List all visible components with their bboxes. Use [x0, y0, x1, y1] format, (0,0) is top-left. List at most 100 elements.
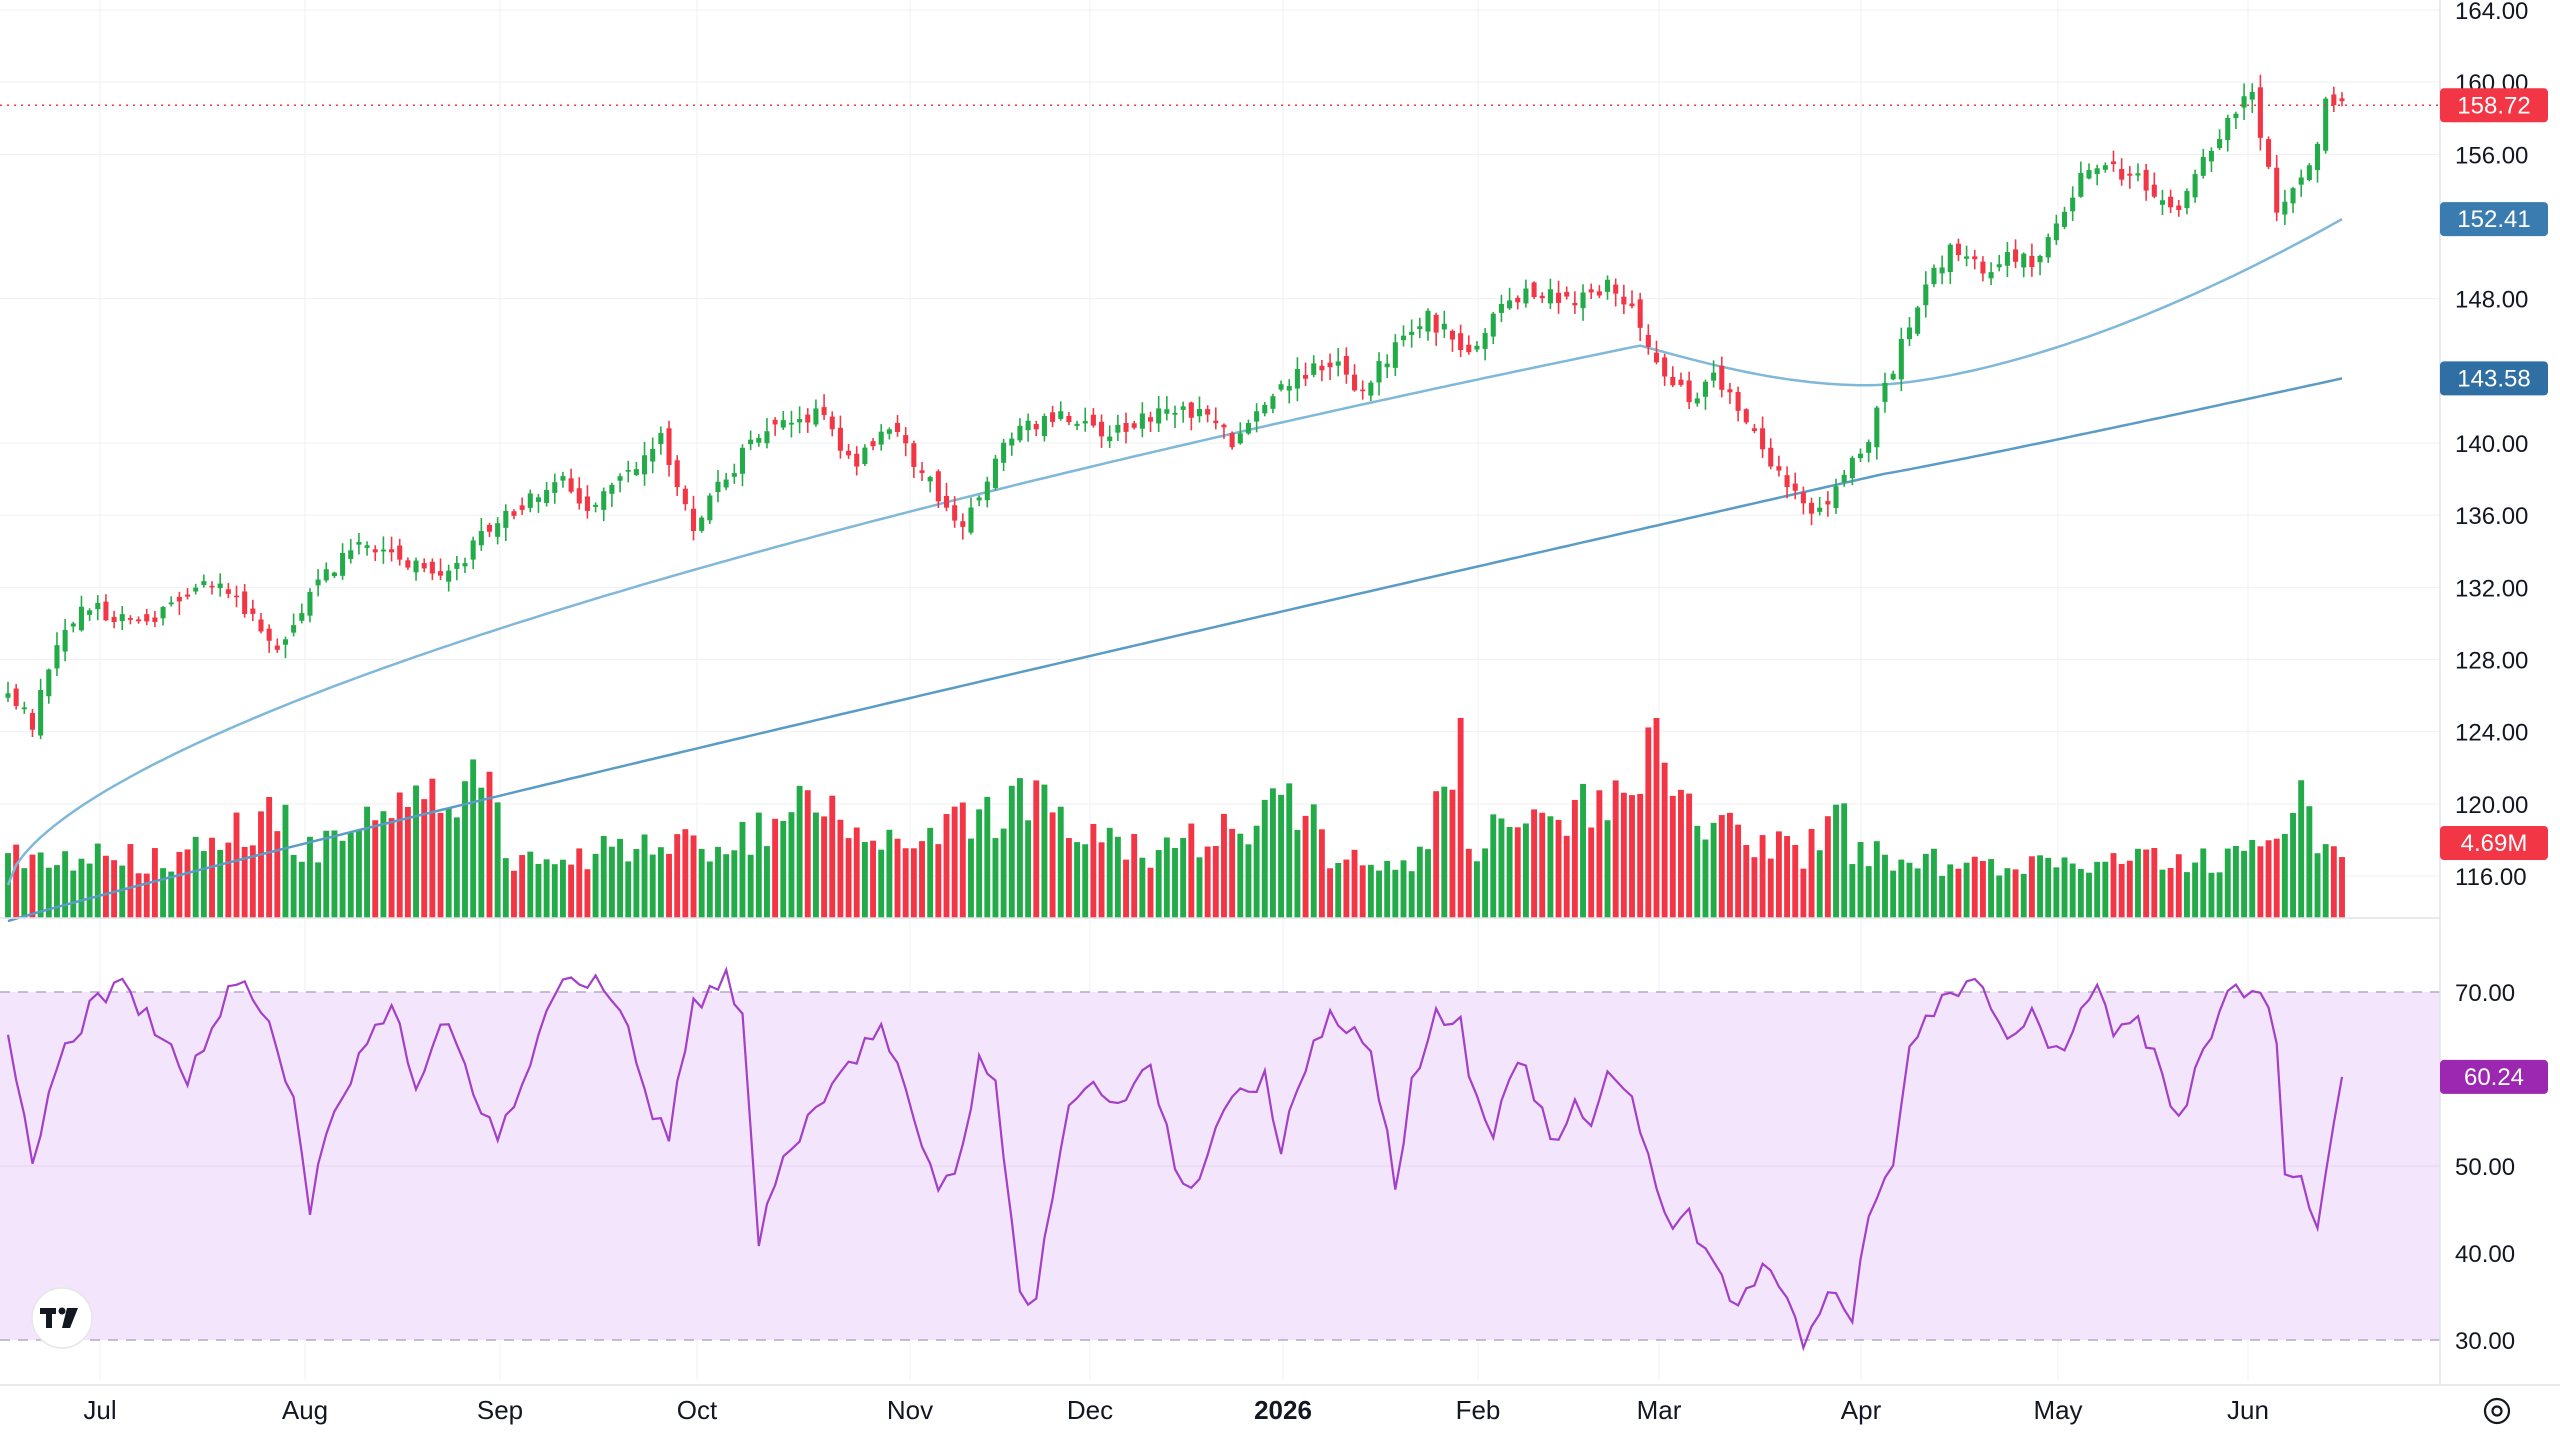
- volume-bar: [1408, 871, 1415, 918]
- candle-body: [699, 517, 705, 531]
- tradingview-logo-icon: [31, 1287, 93, 1349]
- candle: [2233, 111, 2239, 130]
- volume-bar: [2257, 846, 2264, 918]
- ma-slow-tag-text: 143.58: [2457, 365, 2530, 392]
- volume-bar: [331, 830, 338, 918]
- volume-bar: [2265, 840, 2272, 918]
- volume-bar: [706, 861, 713, 918]
- candle-body: [1923, 284, 1929, 306]
- candle-body: [1882, 382, 1888, 402]
- volume-bar: [1547, 816, 1554, 918]
- candle-body: [1825, 501, 1831, 505]
- time-axis[interactable]: Jul Aug Sep Oct Nov Dec 2026 Feb Mar Apr May Jun: [83, 1395, 2269, 1425]
- candle: [348, 539, 354, 564]
- candle-body: [38, 690, 44, 736]
- candle: [1931, 264, 1937, 288]
- candle: [2290, 186, 2296, 213]
- volume-bar: [886, 829, 893, 918]
- candle-body: [95, 602, 101, 610]
- candle-body: [903, 435, 909, 444]
- volume-bar: [1335, 862, 1342, 918]
- candle-body: [609, 484, 615, 494]
- candle-body: [1507, 300, 1513, 309]
- candle-body: [1180, 406, 1186, 410]
- candle: [601, 487, 607, 522]
- candle-body: [862, 447, 868, 464]
- settings-gear-icon[interactable]: [2483, 1397, 2511, 1425]
- volume-bar: [1482, 848, 1489, 918]
- candle: [2135, 163, 2141, 182]
- volume-bar: [372, 820, 379, 918]
- candle-body: [837, 427, 843, 451]
- candle: [78, 595, 84, 632]
- volume-bar: [853, 827, 860, 918]
- candle: [1237, 422, 1243, 445]
- volume-bar: [2012, 869, 2019, 918]
- candle: [1539, 292, 1545, 304]
- volume-bar: [217, 849, 224, 918]
- volume-bar: [666, 853, 672, 918]
- candle: [943, 482, 950, 512]
- candle-body: [927, 476, 933, 482]
- candle: [1343, 347, 1349, 384]
- candle-body: [372, 549, 378, 553]
- candle: [291, 613, 297, 637]
- volume-bar: [1555, 819, 1562, 918]
- time-tick-label: May: [2033, 1395, 2082, 1425]
- time-tick-label: Oct: [677, 1395, 718, 1425]
- price-tick-label: 132.00: [2455, 575, 2528, 602]
- volume-bar: [13, 844, 20, 918]
- candle-body: [1286, 386, 1292, 391]
- rsi-tick-label: 40.00: [2455, 1241, 2515, 1268]
- price-tick-label: 140.00: [2455, 431, 2528, 458]
- candle: [1433, 312, 1439, 346]
- volume-bar: [1033, 780, 1040, 918]
- volume-bar: [1710, 822, 1717, 918]
- volume-bar: [1327, 868, 1333, 918]
- candle-body: [2306, 165, 2312, 181]
- candle: [1001, 438, 1007, 472]
- candle: [1939, 255, 1945, 285]
- candle: [429, 558, 435, 581]
- price-tick-label: 136.00: [2455, 503, 2528, 530]
- candle-body: [895, 422, 901, 432]
- last-price-tag-bg: [2440, 88, 2548, 123]
- candle: [46, 668, 52, 704]
- candle-body: [405, 560, 411, 568]
- candle-body: [111, 616, 117, 622]
- volume-bar: [1882, 854, 1888, 918]
- candle: [1727, 382, 1733, 404]
- candle: [2045, 233, 2051, 263]
- candle: [315, 569, 321, 597]
- volume-bar: [2143, 849, 2150, 918]
- candle-body: [2029, 255, 2035, 268]
- candle: [1841, 469, 1847, 487]
- price-axis[interactable]: 164.00160.00156.00148.00140.00136.00132.…: [0, 0, 2560, 1386]
- candle-body: [788, 422, 794, 425]
- candle-body: [1874, 407, 1880, 448]
- volume-bar: [339, 840, 346, 918]
- candle: [846, 444, 852, 459]
- candle: [2013, 239, 2019, 269]
- candle: [1082, 407, 1088, 432]
- volume-bar: [1637, 793, 1644, 918]
- volume-bar: [649, 854, 656, 918]
- candle-body: [429, 561, 435, 574]
- volume-bar: [1188, 823, 1195, 918]
- volume-bar: [2126, 860, 2133, 918]
- volume-bar: [600, 835, 607, 918]
- candle-body: [323, 569, 329, 581]
- candle: [62, 618, 68, 662]
- candle-body: [437, 571, 444, 576]
- last-rsi-tag: 60.24: [2440, 1059, 2548, 1094]
- volume-bar: [1196, 857, 1203, 918]
- candle: [1050, 405, 1056, 428]
- time-tick-label: Mar: [1637, 1395, 1682, 1425]
- volume-bar: [445, 808, 452, 918]
- candle-body: [2257, 87, 2263, 138]
- volume-bar: [1392, 869, 1399, 918]
- candle-body: [1980, 261, 1986, 274]
- candle: [1898, 327, 1904, 392]
- candle-body: [136, 619, 142, 622]
